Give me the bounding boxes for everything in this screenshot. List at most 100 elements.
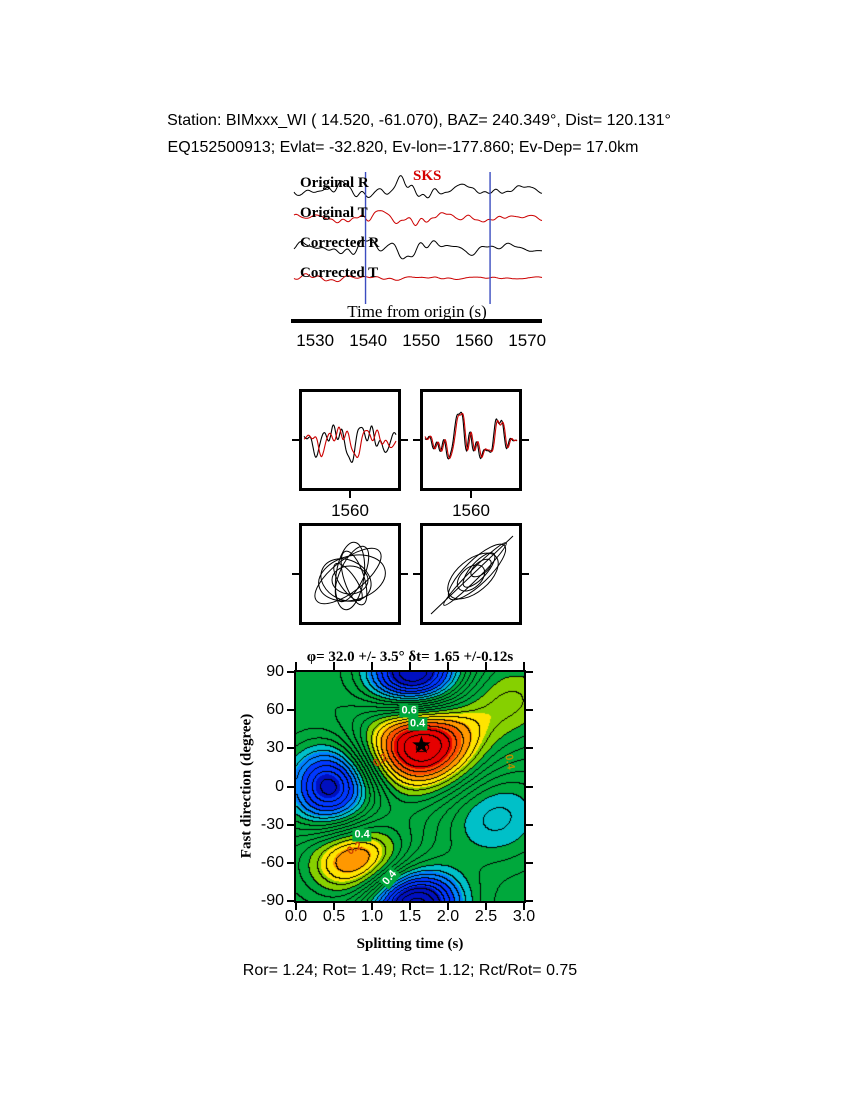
panel-side-tick xyxy=(413,439,420,441)
x-axis-tick xyxy=(371,902,373,910)
pm-ellipse xyxy=(318,554,386,602)
pm-ellipse xyxy=(334,545,370,603)
y-axis-tick xyxy=(525,823,533,826)
x-axis-tick xyxy=(295,902,297,910)
pm-ellipse xyxy=(456,564,486,592)
trace-waveform-1 xyxy=(293,210,543,227)
y-axis-tick-label: 90 xyxy=(266,663,284,680)
x-axis-tick xyxy=(447,902,449,910)
waveform-overlay-plot-right xyxy=(424,411,518,460)
panel-side-tick xyxy=(292,573,299,575)
pm-ellipse xyxy=(320,558,372,602)
x-axis-tick xyxy=(485,662,487,670)
y-axis-tick xyxy=(525,900,533,902)
waveform-overlay-plot-left xyxy=(303,424,397,463)
trace-label: Original R xyxy=(300,175,369,191)
event-header: EQ152500913; Evlat= -32.820, Ev-lon=-177… xyxy=(167,139,639,156)
pm-ellipse xyxy=(340,550,368,606)
particle-motion-box-right xyxy=(420,523,522,625)
x-axis-tick-label: 3.0 xyxy=(512,908,536,925)
y-axis-tick-label: -90 xyxy=(260,892,284,909)
pm-ellipse xyxy=(333,562,363,602)
panel-side-tick xyxy=(401,573,408,575)
x-axis-tick xyxy=(409,662,411,670)
station-header: Station: BIMxxx_WI ( 14.520, -61.070), B… xyxy=(167,112,671,129)
y-axis-tick-label: -60 xyxy=(260,853,284,871)
y-axis-tick xyxy=(287,671,295,673)
trace-label: Corrected R xyxy=(300,235,380,251)
pm-line xyxy=(430,535,514,615)
x-axis-tick-label: 1.5 xyxy=(398,908,422,925)
x-axis-tick xyxy=(523,662,525,670)
panel-side-tick xyxy=(401,439,408,441)
y-axis-tick xyxy=(525,785,533,788)
trace-waveform-3 xyxy=(293,273,543,283)
y-axis-tick xyxy=(525,709,533,712)
y-axis-tick xyxy=(287,709,295,712)
y-axis-tick xyxy=(525,671,533,673)
x-axis-tick xyxy=(523,902,525,910)
y-axis-tick-label: 30 xyxy=(266,739,284,757)
time-axis-tick-label: 1570 xyxy=(508,331,547,350)
waveform-overlay-box-right xyxy=(420,389,522,491)
x-axis-tick-label: 0.5 xyxy=(322,908,346,925)
y-axis-tick xyxy=(287,900,295,902)
contour-label: 0.6 xyxy=(399,704,419,718)
zoom-trace-reference xyxy=(424,411,518,460)
x-axis-tick-label: 1.0 xyxy=(360,908,384,925)
x-axis-tick xyxy=(409,902,411,910)
pm-ellipse xyxy=(447,543,507,601)
x-axis-tick xyxy=(447,662,449,670)
panel-side-tick xyxy=(522,573,529,575)
trace-label: Corrected T xyxy=(300,265,379,281)
zoom-tick-label-left: 1560 xyxy=(331,501,369,520)
x-axis-tick xyxy=(333,902,335,910)
trace-label: Original T xyxy=(300,205,368,221)
x-axis-tick xyxy=(371,662,373,670)
particle-motion-plot-left xyxy=(314,541,386,611)
time-axis-tick-label: 1560 xyxy=(455,331,494,350)
x-axis-tick-label: 2.5 xyxy=(474,908,498,925)
y-axis-tick xyxy=(287,861,295,864)
x-axis-label: Splitting time (s) xyxy=(356,936,464,952)
y-axis-tick xyxy=(525,747,533,750)
y-axis-tick xyxy=(287,823,295,826)
pm-ellipse xyxy=(314,547,382,605)
time-axis-tick-label: 1530 xyxy=(296,331,335,350)
pm-ellipse xyxy=(331,565,369,595)
panel-bottom-tick xyxy=(349,491,351,498)
x-axis-tick-label: 0.0 xyxy=(284,908,308,925)
x-axis-tick-label: 2.0 xyxy=(436,908,460,925)
trace-waveform-2 xyxy=(293,238,542,260)
panel-side-tick xyxy=(413,573,420,575)
panel-side-tick xyxy=(292,439,299,441)
zoom-trace-compared xyxy=(303,426,397,459)
x-axis-tick xyxy=(333,662,335,670)
y-axis-tick-label: 0 xyxy=(275,777,284,795)
y-axis-tick xyxy=(525,861,533,864)
phase-label: SKS xyxy=(413,168,442,184)
time-axis-label: Time from origin (s) xyxy=(347,302,487,321)
y-axis-tick xyxy=(287,747,295,750)
x-axis-tick xyxy=(485,902,487,910)
x-axis-tick xyxy=(295,662,297,670)
particle-motion-box-left xyxy=(299,523,401,625)
time-axis-tick-label: 1550 xyxy=(402,331,441,350)
time-axis-tick-label: 1540 xyxy=(349,331,388,350)
panel-bottom-tick xyxy=(470,491,472,498)
best-solution-star: ★ xyxy=(410,730,433,759)
contour-label: 0.4 xyxy=(352,828,372,842)
zoom-trace-compared xyxy=(424,412,518,460)
zoom-tick-label-right: 1560 xyxy=(452,501,490,520)
y-axis-tick xyxy=(287,785,295,788)
contour-label: 0.4 xyxy=(502,753,517,771)
trace-waveform-0 xyxy=(293,175,543,199)
y-axis-tick-label: 60 xyxy=(266,701,284,719)
contour-label: 0.4 xyxy=(407,717,428,731)
waveform-overlay-box-left xyxy=(299,389,401,491)
time-axis-line xyxy=(291,319,542,323)
contour-title: φ= 32.0 +/- 3.5° δt= 1.65 +/-0.12s xyxy=(306,649,514,665)
footer-stats: Ror= 1.24; Rot= 1.49; Rct= 1.12; Rct/Rot… xyxy=(242,962,578,979)
y-axis-tick-label: -30 xyxy=(260,815,284,833)
